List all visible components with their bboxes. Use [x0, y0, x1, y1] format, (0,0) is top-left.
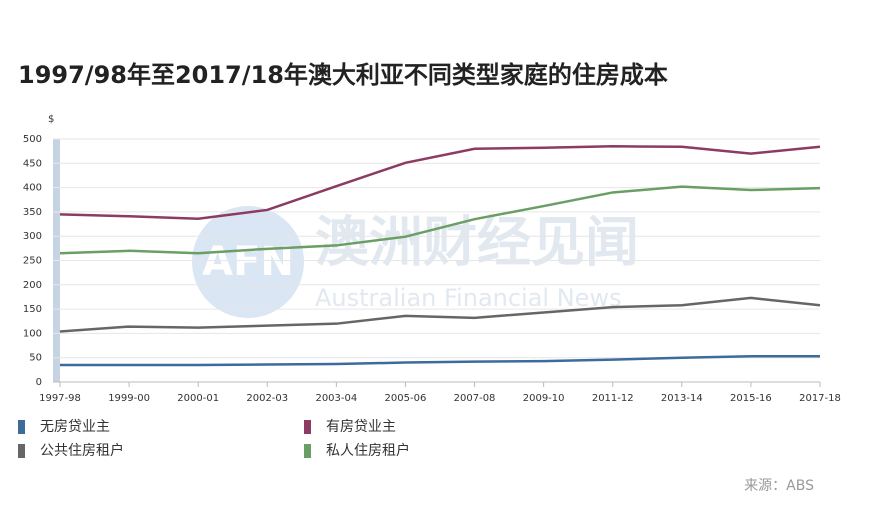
source: 来源：ABS [744, 478, 814, 494]
y-axis-label: $ [48, 114, 54, 125]
legend-swatch [18, 444, 25, 458]
y-tick-label: 200 [23, 280, 42, 291]
x-tick-label: 1997-98 [39, 393, 81, 404]
legend-swatch [304, 420, 311, 434]
x-tick-label: 2000-01 [177, 393, 219, 404]
series-line [59, 185, 821, 255]
x-tick-label: 2007-08 [454, 393, 496, 404]
y-tick-label: 150 [23, 304, 42, 315]
y-tick-label: 250 [23, 256, 42, 267]
x-tick-label: 2005-06 [385, 393, 427, 404]
chart-title: 1997/98年至2017/18年澳大利亚不同类型家庭的住房成本 [18, 61, 668, 89]
y-tick-label: 400 [23, 183, 42, 194]
y-tick-label: 50 [29, 353, 42, 364]
x-tick-label: 2013-14 [661, 393, 703, 404]
x-tick-label: 2002-03 [246, 393, 288, 404]
watermark: AFN 澳洲财经见闻 Australian Financial News [192, 206, 639, 318]
legend-label: 私人住房租户 [326, 442, 410, 459]
x-tick-label: 2011-12 [592, 393, 634, 404]
x-tick-label: 2015-16 [730, 393, 772, 404]
y-tick-label: 300 [23, 231, 42, 242]
watermark-logo: AFN [202, 239, 294, 285]
x-tick-label: 2003-04 [315, 393, 357, 404]
y-tick-label: 500 [23, 134, 42, 145]
legend-swatch [304, 444, 311, 458]
legend-label: 有房贷业主 [326, 419, 396, 435]
legend-label: 无房贷业主 [40, 419, 110, 435]
y-tick-label: 100 [23, 328, 42, 339]
y-tick-label: 350 [23, 207, 42, 218]
legend-swatch [18, 420, 25, 434]
series-line [59, 145, 821, 220]
watermark-english: Australian Financial News [315, 284, 622, 312]
legend-label: 公共住房租户 [40, 442, 124, 459]
y-tick-label: 450 [23, 158, 42, 169]
watermark-logo-circle [192, 206, 304, 318]
x-tick-label: 2017-18 [799, 393, 841, 404]
y-tick-label: 0 [36, 377, 42, 388]
series-line [59, 296, 821, 333]
x-tick-label: 2009-10 [523, 393, 565, 404]
series-line [60, 354, 820, 367]
x-tick-label: 1999-00 [108, 393, 150, 404]
